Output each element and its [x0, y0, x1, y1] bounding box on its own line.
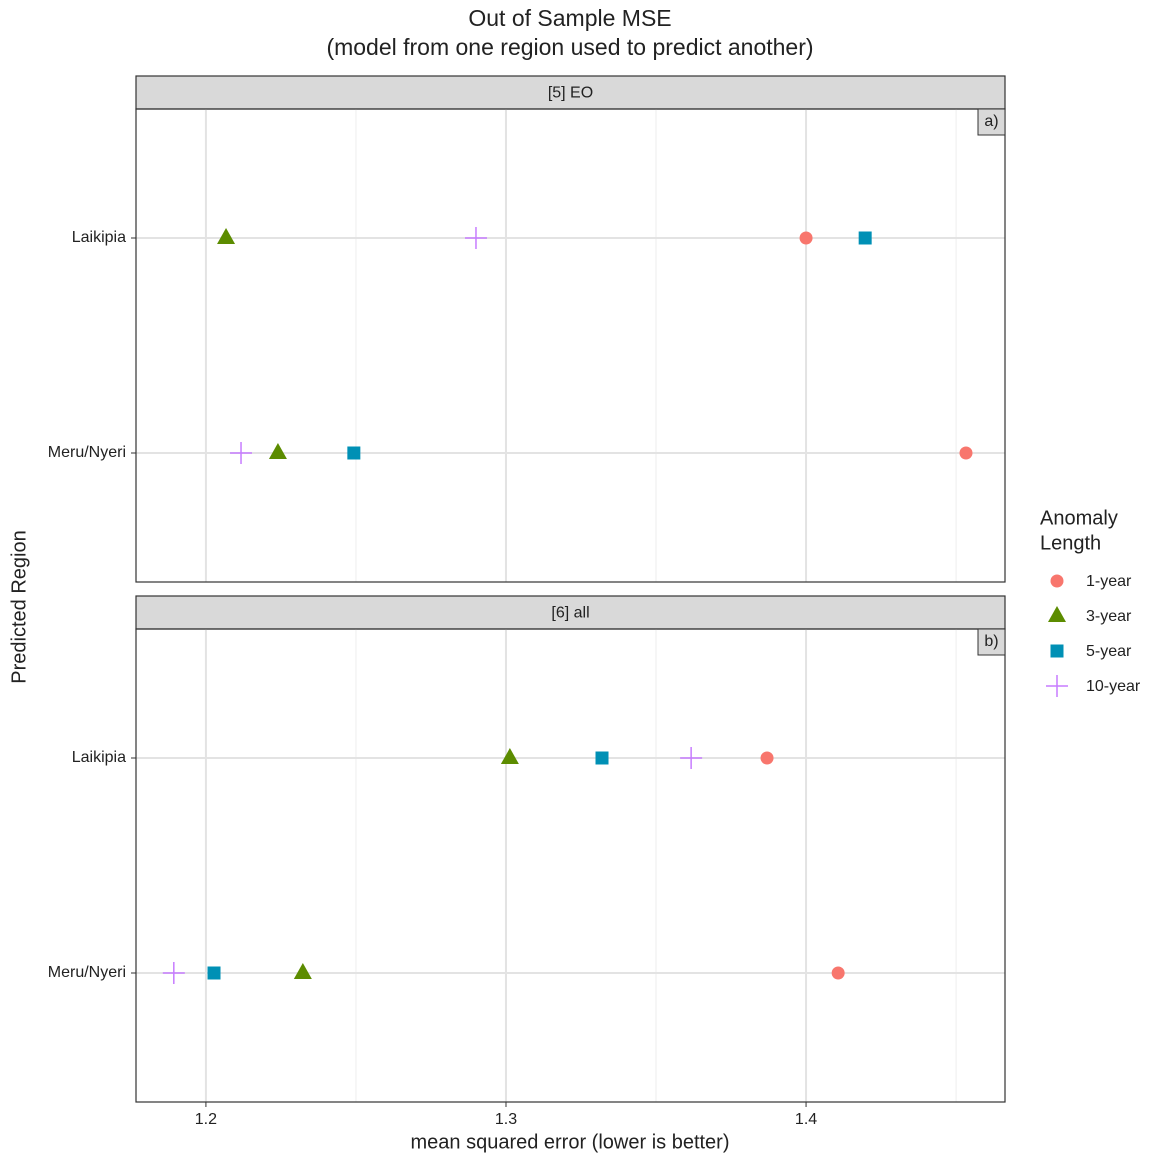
legend-marker: [1046, 675, 1068, 697]
point: [268, 443, 287, 459]
y-axis-label: Predicted Region: [8, 530, 30, 683]
legend-marker: [1050, 644, 1064, 658]
point: [959, 446, 973, 460]
x-axis-label: mean squared error (lower is better): [410, 1131, 729, 1153]
point: [162, 962, 185, 984]
panel-border: [135, 628, 1006, 1103]
x-tick-label: 1.3: [495, 1111, 517, 1128]
point: [500, 748, 519, 764]
point: [464, 227, 487, 249]
x-tick-label: 1.4: [795, 1111, 817, 1128]
panel-border: [135, 108, 1006, 583]
point: [595, 751, 609, 765]
panel-tag: a): [984, 113, 998, 130]
legend-label: 1-year: [1086, 573, 1132, 590]
legend-label: 10-year: [1086, 678, 1141, 695]
y-tick-label: Laikipia: [72, 749, 126, 766]
point: [347, 446, 361, 460]
strip: [135, 75, 1006, 110]
point: [858, 231, 872, 245]
y-tick-label: Meru/Nyeri: [48, 964, 126, 981]
panel-tag: b): [984, 633, 998, 650]
point: [230, 442, 253, 464]
legend-label: 3-year: [1086, 608, 1132, 625]
point: [799, 231, 813, 245]
point: [217, 228, 236, 244]
point: [831, 966, 845, 980]
strip-label: [6] all: [551, 605, 589, 622]
legend-marker: [1048, 606, 1066, 622]
point: [293, 963, 312, 979]
strip-label: [5] EO: [548, 85, 593, 102]
chart-title: Out of Sample MSE: [468, 5, 671, 31]
point: [207, 966, 221, 980]
x-tick-label: 1.2: [195, 1111, 217, 1128]
legend-title: Length: [1040, 532, 1101, 554]
y-tick-label: Laikipia: [72, 229, 126, 246]
legend-label: 5-year: [1086, 643, 1132, 660]
point: [760, 751, 774, 765]
tag-box: [977, 628, 1006, 656]
y-tick-label: Meru/Nyeri: [48, 444, 126, 461]
legend-marker: [1050, 574, 1064, 588]
legend-title: Anomaly: [1040, 507, 1118, 529]
tag-box: [977, 108, 1006, 136]
chart-subtitle: (model from one region used to predict a…: [326, 34, 813, 60]
point: [680, 747, 703, 769]
